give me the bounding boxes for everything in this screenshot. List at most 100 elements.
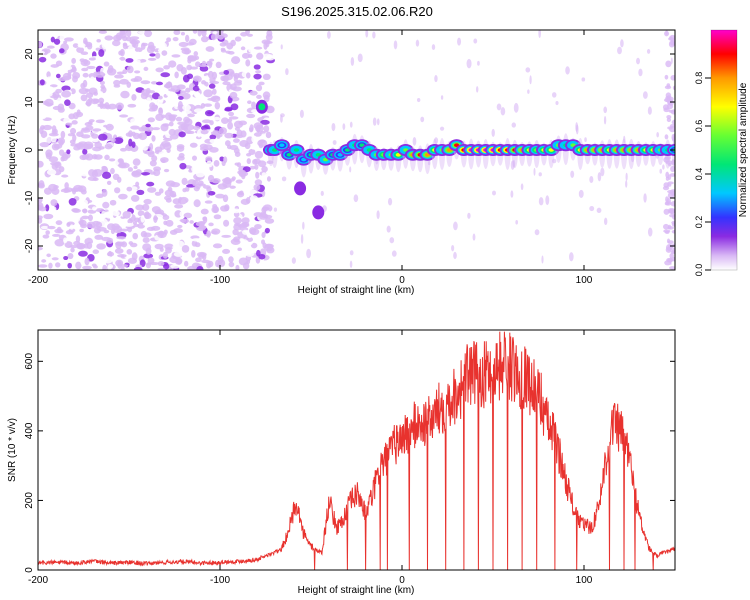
noise-speckle	[50, 53, 57, 59]
noise-speckle	[47, 86, 54, 92]
noise-speckle	[168, 114, 177, 121]
noise-speckle	[213, 214, 222, 220]
noise-speckle	[67, 262, 72, 269]
noise-speckle	[87, 176, 98, 182]
noise-speckle	[160, 72, 171, 78]
noise-speckle	[197, 30, 202, 37]
noise-speckle	[107, 65, 114, 74]
noise-speckle	[71, 120, 78, 125]
noise-speckle	[38, 101, 44, 107]
noise-speckle	[107, 265, 112, 270]
noise-speckle	[66, 222, 71, 227]
noise-speckle	[533, 167, 536, 176]
noise-speckle	[213, 159, 220, 167]
noise-speckle	[189, 38, 197, 46]
noise-speckle	[664, 230, 670, 234]
noise-speckle	[420, 116, 425, 123]
noise-speckle	[193, 210, 199, 218]
noise-speckle	[103, 256, 113, 264]
noise-speckle	[647, 227, 653, 237]
noise-speckle	[209, 235, 215, 241]
noise-speckle	[50, 199, 58, 207]
noise-speckle	[222, 180, 232, 188]
snr-x-tick-label: -100	[210, 575, 230, 586]
colorbar-label: Normalized spectral amplitude	[738, 82, 749, 217]
noise-speckle	[147, 117, 155, 123]
noise-speckle	[247, 233, 252, 239]
noise-speckle	[230, 103, 239, 111]
noise-speckle	[143, 253, 154, 259]
noise-speckle	[55, 262, 61, 268]
noise-speckle	[207, 70, 214, 79]
noise-speckle	[538, 172, 542, 177]
noise-speckle	[589, 176, 594, 184]
noise-speckle	[47, 225, 56, 230]
noise-speckle	[63, 255, 69, 261]
noise-speckle	[54, 239, 65, 247]
noise-speckle	[80, 134, 91, 139]
noise-speckle	[157, 231, 167, 239]
noise-speckle	[85, 99, 92, 107]
noise-speckle	[80, 258, 85, 266]
noise-speckle	[636, 57, 640, 65]
noise-speckle	[623, 135, 626, 144]
noise-speckle	[254, 150, 264, 159]
noise-speckle	[182, 104, 191, 111]
noise-speckle	[54, 176, 63, 182]
noise-speckle	[249, 165, 256, 170]
noise-speckle	[78, 250, 88, 257]
noise-speckle	[79, 161, 88, 165]
noise-speckle	[55, 73, 61, 79]
noise-speckle	[129, 36, 140, 40]
noise-speckle	[257, 160, 267, 168]
noise-speckle	[159, 143, 166, 150]
noise-speckle	[245, 72, 251, 79]
noise-speckle	[210, 95, 221, 103]
noise-speckle	[148, 57, 157, 61]
noise-speckle	[667, 226, 674, 230]
noise-speckle	[49, 84, 58, 88]
noise-speckle	[116, 236, 127, 240]
noise-speckle	[106, 180, 112, 185]
noise-speckle	[541, 255, 544, 264]
noise-speckle	[332, 140, 337, 145]
noise-speckle	[87, 214, 93, 222]
noise-speckle	[72, 72, 81, 79]
noise-speckle	[240, 198, 250, 205]
noise-speckle	[211, 178, 221, 184]
noise-speckle	[620, 39, 624, 48]
noise-speckle	[415, 39, 420, 47]
noise-speckle	[162, 214, 170, 221]
noise-speckle	[81, 199, 89, 206]
noise-speckle	[570, 170, 575, 178]
noise-speckle	[48, 262, 53, 269]
noise-speckle	[187, 113, 195, 118]
snr-x-axis-label: Height of straight line (km)	[298, 585, 415, 596]
noise-speckle	[184, 123, 190, 127]
noise-speckle	[342, 123, 346, 130]
noise-speckle	[119, 56, 126, 61]
noise-speckle	[115, 241, 122, 250]
noise-speckle	[221, 117, 229, 124]
figure-title: S196.2025.315.02.06.R20	[281, 4, 433, 19]
spectrogram-y-tick-label: 20	[24, 48, 35, 60]
noise-speckle	[569, 252, 574, 262]
noise-speckle	[266, 176, 271, 182]
noise-speckle	[70, 187, 81, 193]
noise-speckle	[176, 84, 186, 90]
noise-speckle	[451, 245, 455, 252]
noise-speckle	[80, 233, 89, 240]
noise-speckle	[158, 95, 163, 100]
noise-speckle	[245, 30, 250, 35]
noise-speckle	[515, 220, 518, 225]
noise-speckle	[107, 250, 113, 258]
noise-speckle	[98, 198, 105, 205]
noise-speckle	[39, 79, 45, 86]
noise-speckle	[545, 195, 550, 206]
noise-speckle	[95, 71, 106, 78]
noise-speckle	[112, 39, 121, 47]
noise-speckle	[603, 116, 607, 125]
noise-speckle	[134, 47, 143, 53]
noise-speckle	[238, 257, 249, 266]
